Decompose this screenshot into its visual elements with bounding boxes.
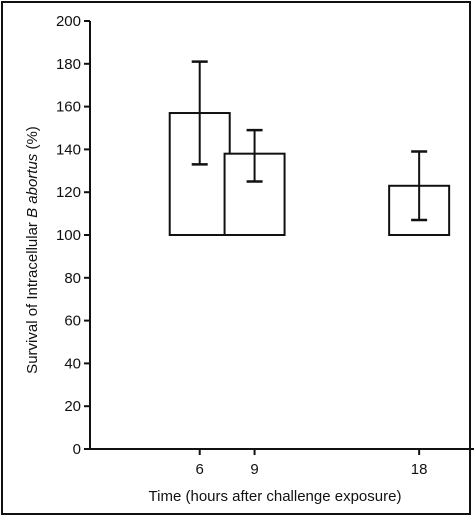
y-axis: 0 20 40 60 80 100 120 140 160 180 200 [56,13,91,458]
y-tick-label: 180 [56,56,81,73]
x-tick-label: 9 [250,461,258,478]
y-tick-label: 20 [64,398,81,415]
y-axis-title: Survival of Intracellular B abortus (%) [24,126,41,374]
error-bars [191,60,428,222]
y-tick-label: 80 [64,270,81,287]
y-tick-label: 120 [56,184,81,201]
y-tick-label: 160 [56,99,81,116]
y-tick-label: 100 [56,227,81,244]
y-tick-label: 140 [56,141,81,158]
y-tick-label: 40 [64,355,81,372]
y-tick-label: 0 [73,441,81,458]
bar [168,112,231,236]
y-tick-label: 200 [56,13,81,30]
x-axis: 6 9 18 [90,448,474,478]
bars [168,112,451,236]
x-axis-title: Time (hours after challenge exposure) [149,488,402,505]
x-tick-label: 6 [196,461,204,478]
y-tick-label: 60 [64,313,81,330]
x-tick-label: 18 [411,461,428,478]
